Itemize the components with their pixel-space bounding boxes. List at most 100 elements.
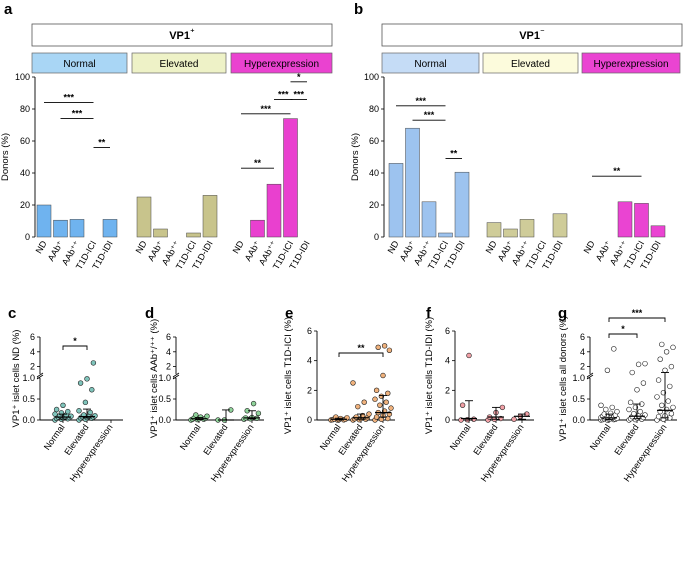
panel-letter-f: f: [426, 305, 432, 322]
y-tick-label: 0.5: [572, 394, 585, 404]
data-point: [668, 411, 675, 417]
data-point: [385, 390, 391, 396]
data-point: [84, 376, 90, 382]
chart-title: VP1⁺: [169, 27, 195, 42]
data-point: [383, 399, 389, 405]
chart-title: VP1⁻: [519, 27, 545, 42]
data-point: [627, 399, 634, 406]
data-point: [657, 356, 663, 362]
sig-label: ***: [424, 110, 435, 120]
y-tick-label: 2: [166, 362, 171, 372]
axis-break-mark: [172, 372, 180, 378]
y-tick-label: 60: [369, 136, 379, 146]
data-point: [459, 402, 466, 408]
x-tick-label: Normal: [42, 422, 67, 452]
y-tick-label: 100: [364, 72, 379, 82]
x-tick-label: ND: [231, 239, 246, 256]
data-point: [68, 413, 74, 419]
sig-label: ***: [415, 96, 426, 106]
y-tick-label: 6: [445, 326, 450, 336]
y-tick-label: 6: [30, 332, 35, 342]
data-point: [52, 411, 58, 417]
bar: [136, 196, 152, 238]
sig-label: **: [357, 343, 365, 353]
bar: [202, 195, 218, 238]
data-point: [375, 344, 381, 351]
y-tick-label: 4: [30, 347, 35, 357]
data-point: [53, 406, 60, 413]
data-point: [598, 402, 604, 408]
bar: [69, 219, 85, 238]
y-tick-label: 1.0: [572, 373, 585, 383]
data-point: [614, 408, 620, 415]
y-tick-label: 4: [445, 356, 450, 366]
data-point: [659, 341, 665, 348]
y-tick-label: 2: [30, 362, 35, 372]
group-label: Hyperexpression: [244, 59, 319, 70]
data-point: [255, 410, 262, 416]
data-point: [89, 387, 95, 393]
axis-break-mark: [586, 372, 594, 378]
panel-letter-g: g: [558, 305, 567, 322]
bar: [519, 219, 535, 238]
y-tick-label: 2: [580, 362, 585, 372]
data-point: [373, 414, 380, 420]
panel-letter-d: d: [145, 305, 154, 322]
title-box: [31, 23, 333, 47]
data-point: [629, 369, 635, 376]
bar: [486, 222, 502, 238]
y-tick-label: 6: [166, 332, 171, 342]
group-box-normal: [381, 52, 480, 74]
group-box-hyperexpression: [230, 52, 333, 74]
sig-label: ***: [260, 104, 271, 114]
y-axis-label: VP1⁺ islet cells ND (%): [11, 330, 22, 428]
data-point: [471, 416, 477, 422]
data-point: [659, 402, 665, 408]
data-point: [466, 352, 472, 359]
sig-label: **: [450, 149, 458, 159]
data-point: [250, 400, 257, 407]
data-point: [511, 416, 517, 422]
data-point: [373, 387, 380, 394]
panel-g: g 0.0 0.5 1.02 4 6 VP1⁺ islet cells all donors…: [558, 305, 677, 483]
y-tick-label: 100: [15, 72, 30, 82]
data-point: [372, 396, 378, 402]
sig-label: ***: [278, 89, 289, 99]
x-tick-label: ND: [386, 239, 401, 256]
group-box-hyperexpression: [581, 52, 681, 74]
y-tick-label: 0: [307, 415, 312, 425]
panel-f: f 0 2 4 6 VP1⁺ islet cells T1D-IDI (%) NormalE…: [424, 305, 534, 483]
panel-letter-a: a: [4, 1, 13, 18]
panel-c: c 0.0 0.5 1.02 4 6 VP1⁺ islet cells ND (%) Norm…: [8, 305, 123, 483]
data-point: [670, 344, 676, 351]
sig-label: *: [73, 336, 77, 346]
data-point: [361, 399, 367, 405]
bar: [405, 127, 420, 238]
y-tick-label: 0: [445, 415, 450, 425]
data-point: [350, 380, 356, 386]
bar: [454, 171, 470, 238]
panel-letter-e: e: [285, 305, 293, 322]
bar: [266, 183, 282, 238]
bar: [186, 232, 201, 238]
data-point: [640, 380, 647, 386]
y-axis-label: Donors (%): [0, 133, 11, 181]
data-point: [87, 409, 93, 416]
y-tick-label: 2: [445, 385, 450, 395]
y-axis-label: VP1⁺ islet cells T1D-IDI (%): [424, 317, 435, 434]
y-tick-label: 1.0: [22, 373, 35, 383]
x-tick-label: Elevated: [612, 422, 640, 456]
bar: [283, 118, 298, 238]
sig-bracket: [608, 333, 638, 338]
y-tick-label: 0: [374, 232, 379, 242]
data-point: [60, 402, 66, 408]
data-point: [631, 411, 637, 417]
data-point: [635, 361, 642, 368]
data-point: [655, 413, 662, 420]
bar: [421, 201, 437, 238]
bar: [53, 219, 68, 238]
bar: [153, 228, 168, 238]
y-tick-label: 40: [20, 168, 30, 178]
sig-label: ***: [293, 89, 304, 99]
